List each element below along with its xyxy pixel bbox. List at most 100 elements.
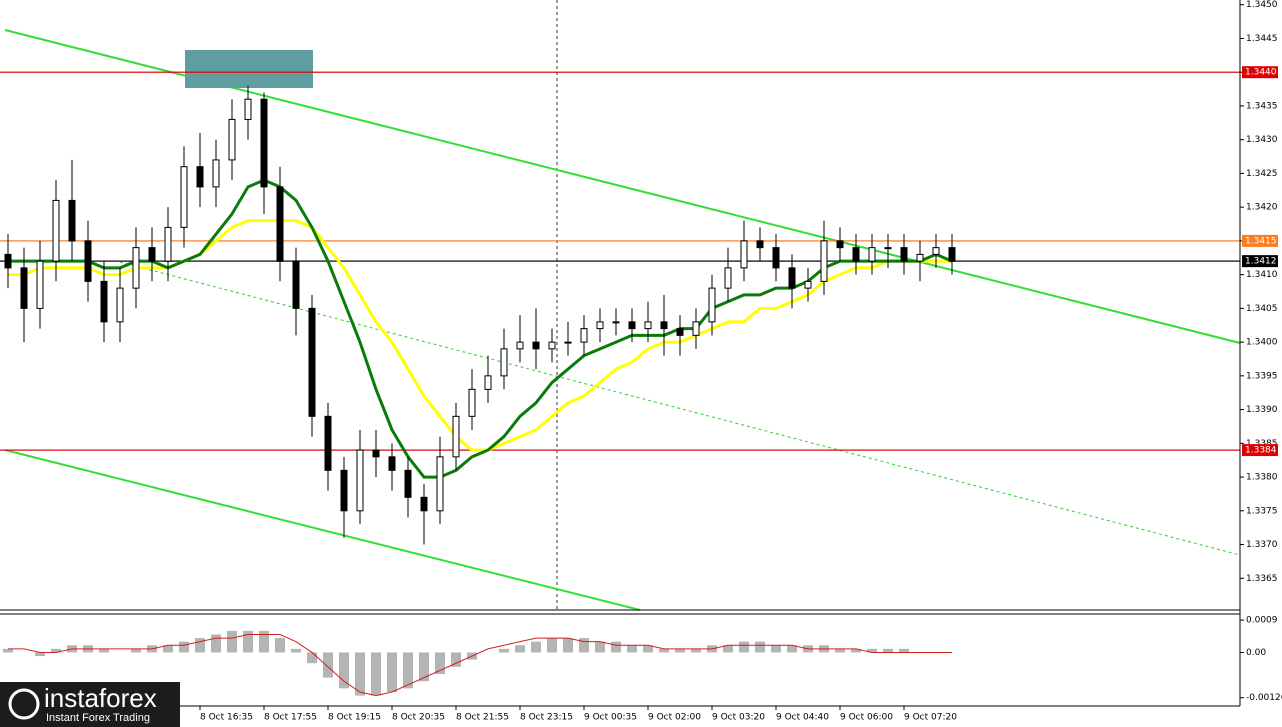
osc-bar: [531, 641, 541, 653]
level-label-bg: [1242, 234, 1278, 247]
osc-bar: [451, 652, 461, 667]
x-tick-label: 8 Oct 21:55: [456, 713, 509, 723]
osc-bar: [291, 648, 301, 653]
candle-body: [916, 253, 924, 262]
candle-body: [292, 260, 300, 309]
candle-body: [564, 341, 572, 344]
candle-body: [196, 166, 204, 188]
osc-bar: [371, 652, 381, 696]
osc-bar: [659, 648, 669, 653]
osc-bar: [899, 648, 909, 653]
osc-bar: [387, 652, 397, 692]
x-tick-label: 9 Oct 07:20: [904, 713, 957, 723]
candle-body: [500, 348, 508, 377]
candle-body: [692, 321, 700, 336]
oscillator-panel: [3, 630, 952, 697]
candle-body: [516, 341, 524, 350]
candle-body: [644, 321, 652, 330]
osc-bar: [419, 652, 429, 682]
x-tick-label: 8 Oct 20:35: [392, 713, 445, 723]
y-tick-label: 0.00: [1246, 648, 1266, 658]
y-tick-label: -0.00126: [1246, 693, 1282, 703]
candle-body: [900, 247, 908, 262]
trend-line: [4, 449, 641, 611]
candle-body: [724, 267, 732, 289]
price-panel: [4, 0, 1241, 611]
candle-body: [116, 287, 124, 323]
candle-body: [436, 456, 444, 512]
osc-bar: [259, 630, 269, 653]
candle-body: [740, 240, 748, 269]
candle-body: [820, 240, 828, 282]
level-label: 1.3412: [1245, 257, 1277, 267]
candle-body: [452, 415, 460, 458]
candle-body: [308, 307, 316, 417]
x-tick-label: 8 Oct 23:15: [520, 713, 573, 723]
y-tick-label: 1.3425: [1246, 169, 1278, 179]
candle-body: [804, 280, 812, 289]
osc-bar: [851, 648, 861, 653]
osc-bar: [403, 652, 413, 689]
candle-body: [420, 496, 428, 512]
candle-body: [84, 240, 92, 282]
osc-bar: [739, 641, 749, 653]
osc-bar: [691, 648, 701, 653]
candle-body: [932, 247, 940, 255]
x-tick-label: 9 Oct 04:40: [776, 713, 829, 723]
candle-body: [356, 449, 364, 512]
candle-body: [772, 247, 780, 269]
y-tick-label: 1.3405: [1246, 304, 1278, 314]
y-tick-label: 0.0009: [1246, 616, 1278, 626]
logo-tagline: Instant Forex Trading: [46, 712, 150, 724]
osc-bar: [179, 641, 189, 653]
osc-bar: [435, 652, 445, 675]
x-tick-label: 8 Oct 19:15: [328, 713, 381, 723]
candle-body: [244, 98, 252, 120]
candle-body: [180, 166, 188, 228]
osc-bar: [355, 652, 365, 696]
osc-bar: [339, 652, 349, 689]
logo-icon: [8, 688, 40, 720]
candle-body: [212, 159, 220, 188]
osc-bar: [723, 645, 733, 653]
candle-body: [852, 247, 860, 262]
osc-bar: [883, 648, 893, 653]
candle-body: [404, 469, 412, 498]
y-tick-label: 1.3400: [1246, 338, 1278, 348]
candle-body: [948, 247, 956, 262]
candle-body: [676, 328, 684, 336]
osc-bar: [755, 641, 765, 653]
osc-bar: [211, 634, 221, 653]
candle-body: [580, 328, 588, 343]
y-tick-label: 1.3385: [1246, 439, 1278, 449]
axes: 1.3450 1.3445 1.3440 1.3435 1.3430 1.3425 1.34…: [199, 0, 1282, 723]
y-tick-label: 1.3380: [1246, 473, 1278, 483]
level-label-bg: [1242, 255, 1278, 268]
logo-bg: [0, 682, 180, 727]
osc-bar: [51, 648, 61, 653]
candle-body: [708, 287, 716, 323]
candle-body: [132, 247, 140, 289]
osc-bar: [195, 638, 205, 653]
osc-bar: [643, 645, 653, 653]
zone-box: [185, 50, 313, 88]
logo-name: instaforex: [44, 683, 157, 713]
osc-bar: [131, 648, 141, 653]
candle-body: [788, 267, 796, 289]
candle-body: [52, 199, 60, 262]
osc-bar: [563, 638, 573, 653]
candle-body: [484, 375, 492, 390]
candle-body: [340, 469, 348, 512]
candle-body: [276, 186, 284, 262]
candle-body: [228, 118, 236, 161]
levels: [0, 71, 1240, 451]
osc-bar: [163, 645, 173, 653]
x-tick-label: 9 Oct 00:35: [584, 713, 637, 723]
x-tick-label: 9 Oct 03:20: [712, 713, 765, 723]
osc-bar: [787, 645, 797, 653]
candle-body: [660, 321, 668, 330]
candle-body: [36, 260, 44, 309]
osc-bar: [515, 645, 525, 653]
